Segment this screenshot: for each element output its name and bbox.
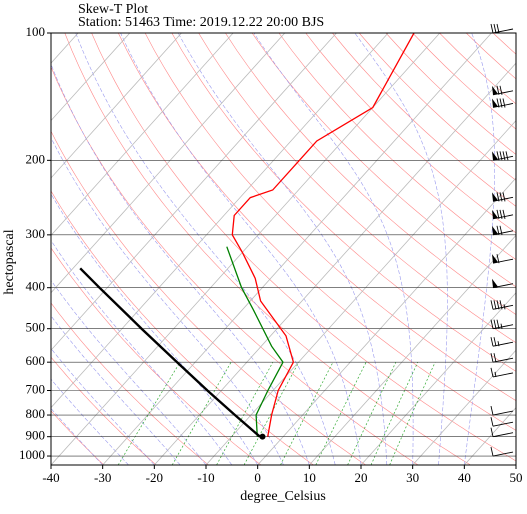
wind-barb [492,226,513,235]
y-tick-label: 400 [26,279,46,294]
dry-adiabat [145,33,527,465]
isotherm [413,33,527,465]
y-tick-label: 100 [26,24,46,39]
y-tick-label: 1000 [19,447,45,462]
dry-adiabat [440,33,527,465]
parcel-line [80,268,260,436]
x-tick-label: -30 [94,470,111,485]
wind-barb [492,86,513,95]
moist-adiabat [0,33,154,465]
wind-barb [491,24,513,33]
wind-barb [492,151,513,160]
isotherm [516,33,527,465]
y-tick-label: 500 [26,320,46,335]
dry-adiabat [0,33,209,465]
y-axis-label: hectopascal [2,229,17,294]
isotherm [464,33,527,465]
dry-adiabat [92,33,523,465]
isotherm [361,33,527,465]
x-tick-label: -40 [42,470,59,485]
wind-barb [491,406,513,415]
x-tick-label: 20 [355,470,368,485]
wind-barb [492,210,513,219]
x-tick-label: 40 [458,470,471,485]
x-axis-label: degree_Celsius [240,489,326,504]
isotherm [0,33,336,465]
x-tick-label: 0 [254,470,261,485]
series-layer [80,33,414,440]
x-tick-label: -10 [197,470,214,485]
dry-adiabat [466,33,527,465]
dry-adiabat [332,33,527,465]
wind-barb [492,98,513,107]
mixing-ratio-line [118,362,180,465]
dry-adiabat [0,33,313,465]
x-tick-label: 30 [406,470,419,485]
dry-adiabat [252,33,527,465]
y-tick-label: 300 [26,226,46,241]
isotherm [103,33,492,465]
isotherm [0,33,233,465]
wind-barb [491,368,513,377]
wind-barb [491,320,513,329]
dry-adiabat [118,33,527,465]
y-tick-label: 800 [26,406,46,421]
surface-point [259,434,265,440]
isotherm [309,33,527,465]
mixing-ratio-line [217,362,273,465]
dry-adiabat [493,33,527,465]
moist-adiabat [0,33,232,465]
y-tick-label: 900 [26,428,46,443]
wind-barb [492,279,513,288]
wind-barb-layer [491,24,513,456]
dry-adiabat [520,33,527,465]
wind-barb [492,192,513,201]
isotherm [0,33,388,465]
dry-adiabat [65,33,471,465]
y-tick-label: 600 [26,353,46,368]
dry-adiabat [172,33,527,465]
y-tick-label: 200 [26,151,46,166]
moist-adiabat [76,33,336,465]
dry-adiabat [0,33,261,465]
dry-adiabat [359,33,527,465]
dry-adiabat [0,33,156,465]
dry-adiabat [413,33,527,465]
y-tick-label: 700 [26,381,46,396]
dry-adiabat [199,33,527,465]
dry-adiabat [306,33,527,465]
wind-barb [491,447,513,456]
dry-adiabat [11,33,366,465]
dry-adiabat [225,33,527,465]
x-tick-label: 50 [510,470,523,485]
chart-subtitle: Station: 51463 Time: 2019.12.22 20:00 BJ… [78,15,324,30]
moist-adiabat [178,33,387,465]
x-tick-label: -20 [146,470,163,485]
x-tick-label: 10 [303,470,316,485]
mixing-ratio-line [348,362,396,465]
dry-adiabat [386,33,527,465]
mixing-ratio-line [281,362,334,465]
